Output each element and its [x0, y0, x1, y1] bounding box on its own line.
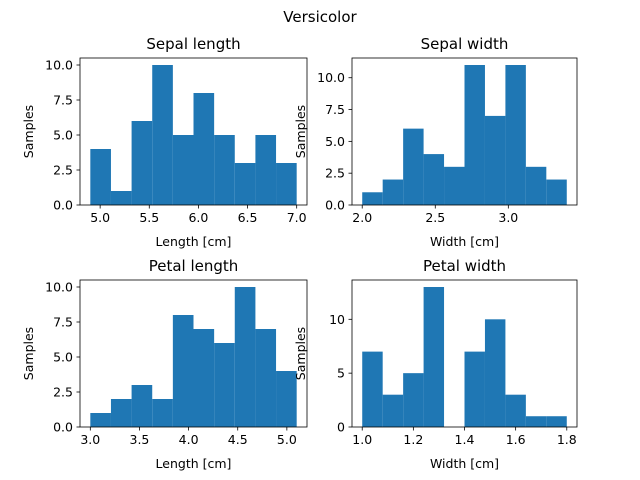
histogram-bar: [152, 399, 173, 427]
histogram-bar: [131, 121, 153, 205]
histogram-bar: [403, 128, 424, 205]
histogram-bar: [90, 149, 111, 205]
x-tick-label: 5.0: [277, 432, 297, 447]
histogram-bar: [234, 163, 256, 205]
histogram-bar: [131, 385, 153, 427]
subplot-title: Sepal length: [146, 35, 240, 53]
x-axis-label: Width [cm]: [430, 234, 499, 249]
x-tick-label: 1.2: [403, 432, 423, 447]
y-tick-label: 0.0: [53, 198, 73, 213]
histogram-bar: [172, 315, 194, 427]
y-tick-label: 5.0: [53, 128, 73, 143]
y-tick-label: 10: [329, 312, 345, 327]
histogram-bar: [546, 179, 567, 205]
x-tick-label: 6.0: [188, 210, 208, 225]
histogram-bar: [362, 351, 383, 427]
histogram-bar: [152, 65, 173, 205]
y-axis-label: Samples: [293, 327, 308, 380]
x-axis-label: Length [cm]: [156, 234, 232, 249]
subplot-title: Petal length: [149, 257, 239, 275]
y-tick-label: 7.5: [53, 93, 73, 108]
x-tick-label: 3.0: [498, 210, 518, 225]
histogram-bar: [423, 287, 445, 427]
x-tick-label: 5.5: [139, 210, 159, 225]
histogram-bar: [382, 179, 404, 205]
histogram-bar: [110, 191, 132, 205]
x-tick-label: 1.8: [557, 432, 577, 447]
histogram-bar: [382, 394, 404, 427]
histogram-bar: [525, 416, 547, 427]
y-axis-label: Samples: [21, 327, 36, 380]
histogram-bar: [214, 135, 235, 205]
x-axis-label: Width [cm]: [430, 456, 499, 471]
x-axis-label: Length [cm]: [156, 456, 232, 471]
histogram-bar: [484, 115, 506, 205]
subplot-1: 5.0 5.5 6.0 6.5 7.0 0.0 2.5 5.0 7.5 10.0 Sepal len…: [21, 35, 308, 249]
x-tick-label: 4.0: [179, 432, 199, 447]
x-tick-label: 4.5: [228, 432, 248, 447]
y-axis-label: Samples: [21, 105, 36, 158]
histogram-bar: [172, 135, 194, 205]
y-tick-label: 10.0: [317, 70, 345, 85]
histogram-bar: [505, 394, 526, 427]
y-tick-label: 5.0: [53, 350, 73, 365]
y-tick-label: 5: [337, 366, 345, 381]
figure-suptitle: Versicolor: [283, 8, 357, 26]
histogram-bar: [255, 135, 277, 205]
histogram-bar: [525, 166, 547, 205]
axes-frame: [351, 57, 578, 206]
x-tick-label: 6.5: [238, 210, 258, 225]
subplot-title: Sepal width: [421, 35, 509, 53]
x-tick-label: 1.6: [506, 432, 526, 447]
x-tick-label: 2.0: [352, 210, 372, 225]
histogram-bar: [444, 166, 465, 205]
y-tick-label: 0.0: [53, 420, 73, 435]
y-tick-label: 2.5: [53, 163, 73, 178]
axes-frame: [79, 57, 308, 206]
x-tick-label: 7.0: [287, 210, 307, 225]
histogram-bar: [234, 287, 256, 427]
y-axis-label: Samples: [293, 105, 308, 158]
histogram-bar: [505, 65, 526, 205]
x-tick-label: 1.4: [455, 432, 475, 447]
histogram-bar: [546, 416, 567, 427]
histogram-bar: [110, 399, 132, 427]
histogram-bar: [484, 319, 506, 427]
x-tick-label: 1.0: [352, 432, 372, 447]
axes-frame: [79, 279, 308, 428]
histogram-bar: [464, 351, 485, 427]
y-tick-label: 2.5: [325, 166, 345, 181]
x-tick-label: 5.0: [90, 210, 110, 225]
histogram-bar: [193, 93, 215, 205]
y-tick-label: 5.0: [325, 134, 345, 149]
y-tick-label: 7.5: [53, 315, 73, 330]
x-tick-label: 3.5: [130, 432, 150, 447]
subplot-title: Petal width: [423, 257, 506, 275]
x-tick-label: 2.5: [425, 210, 445, 225]
histogram-bar: [423, 154, 445, 205]
y-tick-label: 0.0: [325, 198, 345, 213]
subplot-2: 2.0 2.5 3.0 0.0 2.5 5.0 7.5 10.0 Sepal width Widt…: [293, 35, 578, 249]
y-tick-label: 0: [337, 420, 345, 435]
histogram-bar: [276, 163, 297, 205]
histogram-bar: [276, 371, 297, 427]
histogram-bar: [90, 413, 111, 427]
y-tick-label: 7.5: [325, 102, 345, 117]
subplot-3: 3.0 3.5 4.0 4.5 5.0 0.0 2.5 5.0 7.5 10.0 Petal len…: [21, 257, 308, 471]
histogram-bar: [464, 65, 485, 205]
histogram-bar: [214, 343, 235, 427]
histogram-bar: [193, 329, 215, 427]
histogram-bar: [362, 192, 383, 205]
histogram-bar: [255, 329, 277, 427]
histogram-bar: [403, 373, 424, 427]
y-tick-label: 10.0: [45, 280, 73, 295]
subplot-4: 1.0 1.2 1.4 1.6 1.8 0 5 10 Petal width Width [cm]…: [293, 257, 578, 471]
y-tick-label: 10.0: [45, 58, 73, 73]
x-tick-label: 3.0: [80, 432, 100, 447]
y-tick-label: 2.5: [53, 385, 73, 400]
